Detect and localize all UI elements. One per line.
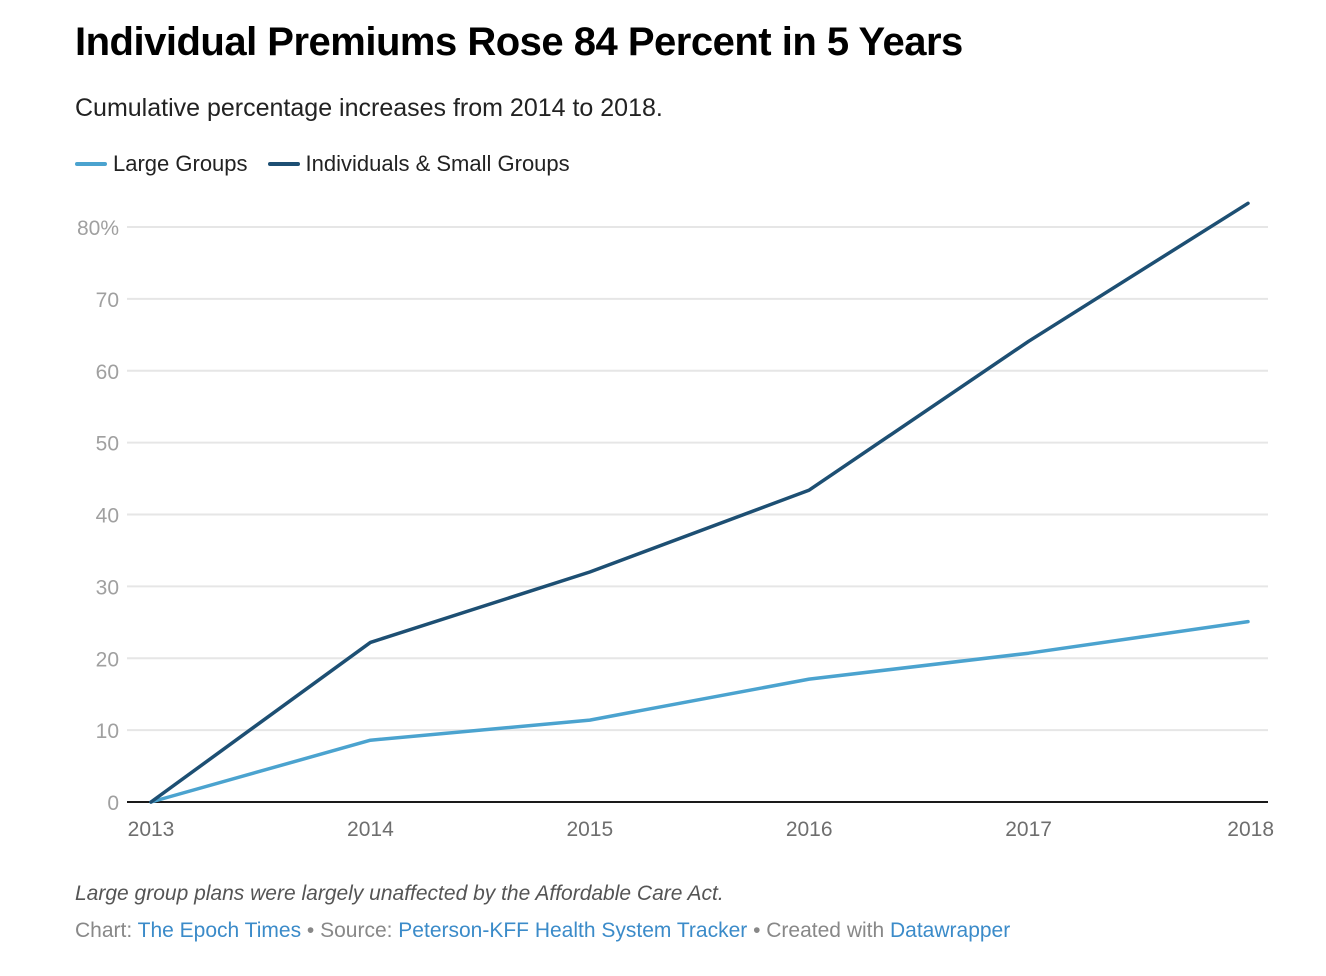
x-tick-label: 2014 [347,818,394,841]
series-line-large-groups [149,619,1250,804]
y-tick-label: 50 [96,433,119,456]
y-tick-label: 20 [96,648,119,671]
y-tick-label: 60 [96,361,119,384]
chart-notes: Large group plans were largely unaffecte… [75,882,724,905]
footer-source-prefix: • Source: [301,919,399,942]
legend-swatch-individuals [267,162,300,166]
chart-footer: Chart: The Epoch Times • Source: Peterso… [75,919,1010,943]
footer-created-prefix: • Created with [747,919,890,942]
series-line-individuals-small-groups [149,201,1250,804]
x-tick-label: 2015 [566,818,613,841]
y-tick-label: 30 [96,576,119,599]
x-tick-label: 2018 [1227,818,1274,841]
y-tick-label: 0 [107,792,119,815]
chart-title: Individual Premiums Rose 84 Percent in 5… [75,20,963,64]
y-axis-ticks: 0 10 20 30 40 50 60 70 80% [77,217,119,815]
y-tick-label: 70 [96,289,119,312]
footer-link-source[interactable]: Peterson-KFF Health System Tracker [398,919,748,942]
series-lines [149,201,1250,804]
y-tick-label: 40 [96,505,119,528]
x-tick-label: 2013 [128,818,175,841]
legend-item-individuals: Individuals & Small Groups [267,151,570,177]
legend-swatch-large-groups [75,162,107,166]
y-tick-label: 10 [96,720,119,743]
footer-chart-prefix: Chart: [75,919,138,942]
legend-label-individuals: Individuals & Small Groups [305,151,570,176]
footer-link-datawrapper[interactable]: Datawrapper [890,919,1011,942]
footer-link-epoch-times[interactable]: The Epoch Times [137,919,302,942]
gridlines [127,226,1268,732]
legend-item-large-groups: Large Groups [75,151,248,177]
x-tick-label: 2017 [1005,818,1052,841]
legend: Large Groups Individuals & Small Groups [75,151,590,177]
legend-label-large-groups: Large Groups [113,151,248,176]
chart-subtitle: Cumulative percentage increases from 201… [75,94,663,122]
x-axis-ticks: 2013 2014 2015 2016 2017 2018 [128,818,1274,841]
y-tick-label: 80% [77,217,119,240]
x-tick-label: 2016 [786,818,833,841]
